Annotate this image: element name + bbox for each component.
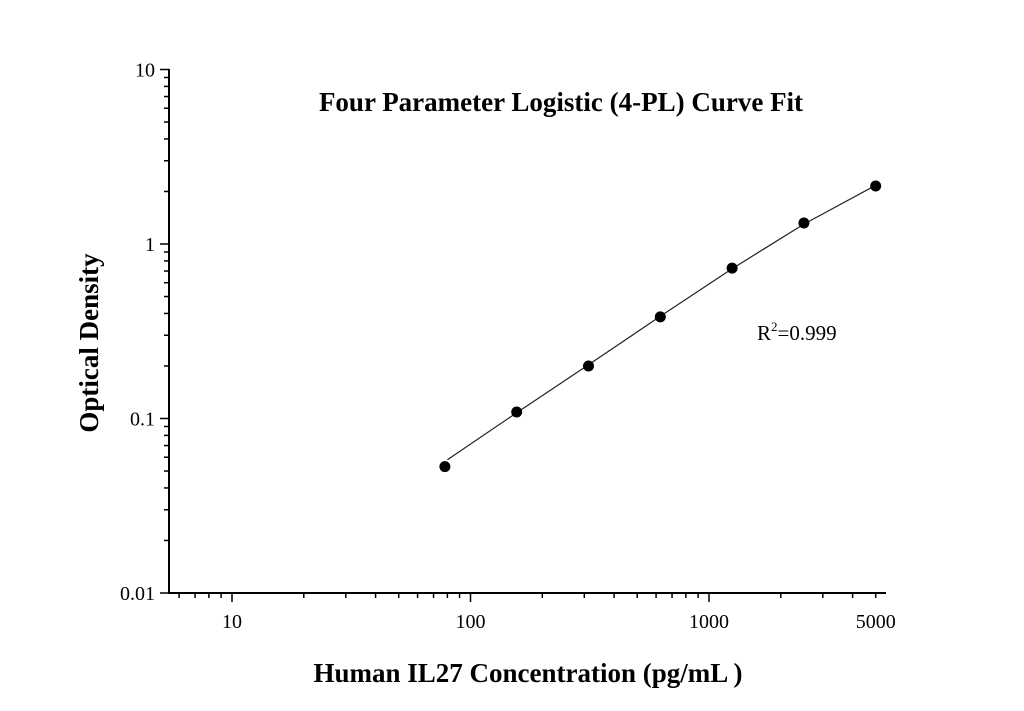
y-axis-label: Optical Density bbox=[74, 253, 104, 433]
x-tick-label: 100 bbox=[456, 611, 486, 633]
data-point bbox=[439, 461, 451, 473]
y-tick-label: 0.01 bbox=[120, 583, 155, 605]
x-tick-label: 10 bbox=[222, 611, 242, 633]
data-point bbox=[726, 262, 738, 274]
data-point bbox=[511, 406, 523, 418]
data-point bbox=[654, 311, 666, 323]
data-point bbox=[798, 217, 810, 229]
y-tick-label: 10 bbox=[135, 60, 155, 82]
data-point bbox=[870, 180, 882, 192]
r-squared-annotation: R2=0.999 bbox=[757, 319, 837, 345]
data-point bbox=[583, 360, 594, 372]
y-tick-label: 0.1 bbox=[130, 409, 155, 431]
x-tick-label: 5000 bbox=[856, 611, 896, 633]
x-axis-label: Human IL27 Concentration (pg/mL ) bbox=[313, 658, 742, 688]
data-points bbox=[439, 180, 882, 473]
y-tick-label: 1 bbox=[145, 234, 155, 256]
axes: 0.01 0.1 1 10 10 100 1000 5000 bbox=[120, 60, 896, 634]
chart-title: Four Parameter Logistic (4-PL) Curve Fit bbox=[319, 87, 803, 117]
x-tick-label: 1000 bbox=[689, 611, 729, 633]
